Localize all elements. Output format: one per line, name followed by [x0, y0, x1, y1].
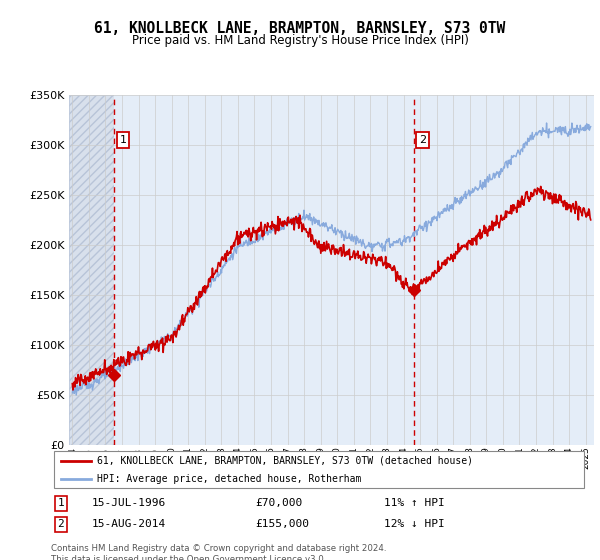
- Text: 1: 1: [119, 135, 127, 145]
- Bar: [115, 95, 414, 445]
- Text: £155,000: £155,000: [255, 519, 309, 529]
- Text: 15-AUG-2014: 15-AUG-2014: [91, 519, 166, 529]
- Text: 15-JUL-1996: 15-JUL-1996: [91, 498, 166, 508]
- FancyBboxPatch shape: [53, 451, 584, 488]
- Text: 12% ↓ HPI: 12% ↓ HPI: [384, 519, 445, 529]
- Text: Price paid vs. HM Land Registry's House Price Index (HPI): Price paid vs. HM Land Registry's House …: [131, 34, 469, 46]
- Text: 11% ↑ HPI: 11% ↑ HPI: [384, 498, 445, 508]
- Text: 2: 2: [58, 519, 64, 529]
- Bar: [69, 95, 115, 445]
- Text: 2: 2: [419, 135, 426, 145]
- Bar: [414, 95, 594, 445]
- Text: 61, KNOLLBECK LANE, BRAMPTON, BARNSLEY, S73 0TW: 61, KNOLLBECK LANE, BRAMPTON, BARNSLEY, …: [94, 21, 506, 36]
- Text: 1: 1: [58, 498, 64, 508]
- Text: Contains HM Land Registry data © Crown copyright and database right 2024.
This d: Contains HM Land Registry data © Crown c…: [51, 544, 386, 560]
- Text: £70,000: £70,000: [255, 498, 302, 508]
- Text: 61, KNOLLBECK LANE, BRAMPTON, BARNSLEY, S73 0TW (detached house): 61, KNOLLBECK LANE, BRAMPTON, BARNSLEY, …: [97, 456, 473, 465]
- Bar: [69, 95, 115, 445]
- Text: HPI: Average price, detached house, Rotherham: HPI: Average price, detached house, Roth…: [97, 474, 361, 484]
